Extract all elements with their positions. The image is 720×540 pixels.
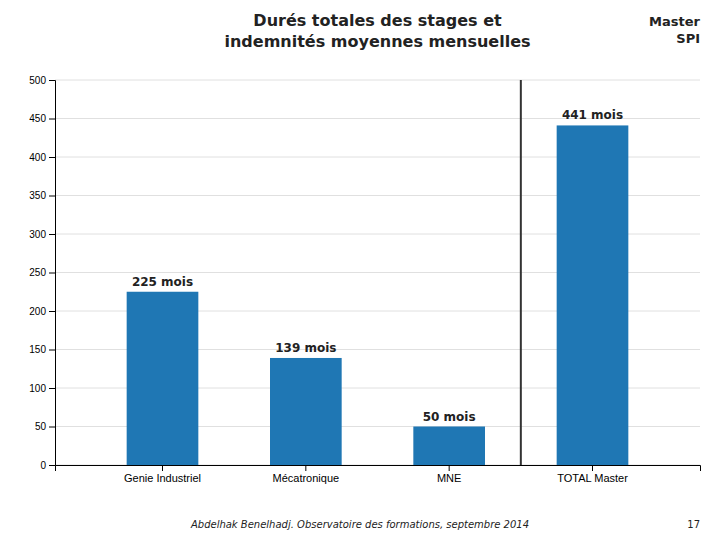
- bar: [413, 427, 485, 466]
- grid-line: [55, 80, 700, 81]
- data-label: 50 mois: [423, 410, 476, 424]
- tick-label: MNE: [437, 472, 461, 484]
- tick-mark: [49, 273, 55, 274]
- tick-mark: [49, 465, 55, 466]
- tick-label: Genie Industriel: [124, 472, 201, 484]
- data-labels: 225 mois 139 mois 50 mois 441 mois: [132, 108, 623, 423]
- tick-label: 200: [29, 306, 46, 317]
- tick-label: 350: [29, 190, 46, 201]
- tick-label: TOTAL Master: [557, 472, 628, 484]
- tick-mark: [49, 350, 55, 351]
- badge: Master SPI: [649, 14, 700, 46]
- badge-line: SPI: [676, 31, 700, 46]
- x-axis: Genie Industriel Mécatronique MNE TOTAL Mas…: [56, 465, 701, 484]
- y-axis: 0 50 100 150 200 250 300 350 400 450 500: [29, 75, 55, 471]
- tick: 250: [29, 267, 55, 278]
- tick: TOTAL Master: [557, 465, 628, 484]
- tick: Mécatronique: [273, 465, 340, 484]
- tick: 400: [29, 152, 55, 163]
- tick: 300: [29, 229, 55, 240]
- tick-mark: [162, 465, 163, 471]
- bar: [127, 292, 199, 465]
- tick-mark: [49, 388, 55, 389]
- tick-label: 400: [29, 152, 46, 163]
- tick: 500: [29, 75, 55, 86]
- tick: 50: [35, 421, 55, 432]
- tick-label: 250: [29, 267, 46, 278]
- title: Durés totales des stages et indemnités mo…: [224, 11, 530, 51]
- tick: 150: [29, 344, 55, 355]
- chart: Durés totales des stages et indemnités mo…: [0, 0, 720, 540]
- title-line: Durés totales des stages et: [253, 11, 502, 30]
- tick: Genie Industriel: [124, 465, 201, 484]
- tick-mark: [49, 157, 55, 158]
- bar: [557, 125, 629, 465]
- tick-mark: [49, 80, 55, 81]
- tick-mark: [49, 196, 55, 197]
- footer: Abdelhak Benelhadj. Observatoire des for…: [190, 519, 529, 530]
- tick-label: 500: [29, 75, 46, 86]
- tick-mark: [49, 119, 55, 120]
- data-label: 225 mois: [132, 275, 193, 289]
- data-label: 441 mois: [562, 108, 623, 122]
- axis-line: [49, 81, 56, 466]
- title-line: indemnités moyennes mensuelles: [224, 32, 530, 51]
- tick-label: 50: [35, 421, 47, 432]
- badge-line: Master: [649, 14, 700, 29]
- tick-mark: [592, 465, 593, 471]
- tick: 0: [40, 460, 55, 471]
- tick-mark: [49, 234, 55, 235]
- tick-label: 300: [29, 229, 46, 240]
- page-number: 17: [687, 519, 700, 530]
- grid: [55, 80, 700, 465]
- tick: 100: [29, 383, 55, 394]
- tick-label: 0: [40, 460, 46, 471]
- tick: 450: [29, 113, 55, 124]
- axis-line: [56, 466, 701, 472]
- separator: [520, 80, 522, 465]
- tick: 200: [29, 306, 55, 317]
- bars: [127, 80, 629, 465]
- tick-mark: [49, 311, 55, 312]
- tick-mark: [49, 427, 55, 428]
- data-label: 139 mois: [275, 341, 336, 355]
- tick-label: 450: [29, 113, 46, 124]
- tick-label: Mécatronique: [273, 472, 340, 484]
- tick-mark: [449, 465, 450, 471]
- tick-label: 150: [29, 344, 46, 355]
- tick: 350: [29, 190, 55, 201]
- tick: MNE: [437, 465, 461, 484]
- tick-mark: [305, 465, 306, 471]
- tick-label: 100: [29, 383, 46, 394]
- bar: [270, 358, 342, 465]
- plot: 0 50 100 150 200 250 300 350 400 450 500 Genie Indu…: [29, 75, 700, 484]
